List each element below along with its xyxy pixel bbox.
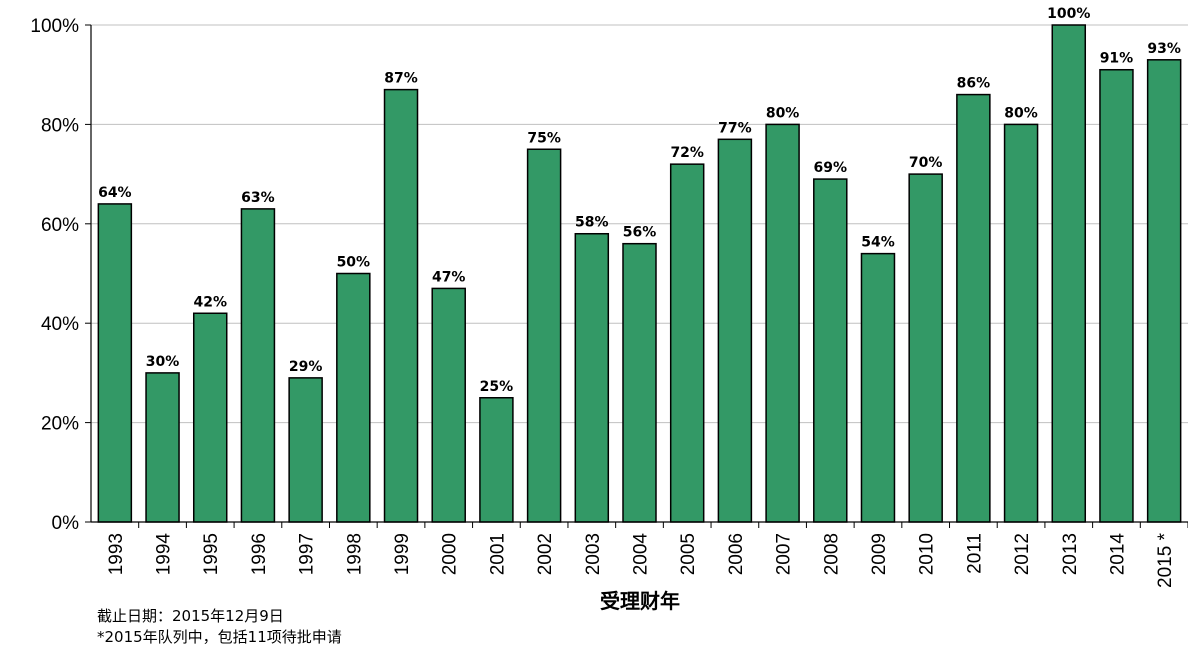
footnote-date: 截止日期：2015年12月9日 — [97, 607, 284, 625]
bar-value-label: 25% — [480, 379, 514, 395]
bar-value-label: 56% — [623, 225, 657, 241]
bar-value-label: 70% — [909, 155, 943, 171]
x-tick-label: 1995 — [201, 533, 222, 575]
bar — [1003, 123, 1039, 523]
bar — [956, 93, 991, 523]
bar — [479, 397, 514, 523]
bar — [574, 232, 610, 523]
bar-value-label: 29% — [289, 359, 323, 375]
x-tick-label: 2015 * — [1155, 532, 1176, 588]
bar-value-label: 58% — [575, 215, 609, 231]
x-tick-label: 2003 — [583, 533, 604, 575]
bar-value-labels: 64% 30% 42% 63% 29% 50% 87% 47% 25% 75% 58% 56% 72% 7… — [98, 6, 1181, 395]
x-tick-label: 1996 — [249, 533, 270, 575]
bar-value-label: 80% — [1004, 105, 1038, 121]
bar-value-label: 64% — [98, 185, 132, 201]
x-tick-label: 2008 — [821, 533, 842, 575]
bar-value-label: 87% — [384, 71, 418, 87]
bar — [431, 287, 466, 523]
bar-value-label: 86% — [957, 76, 991, 92]
bar — [908, 173, 943, 523]
bar — [1099, 68, 1134, 523]
bar — [860, 252, 896, 523]
bar — [813, 178, 848, 523]
x-tick-label: 2010 — [917, 533, 938, 575]
x-tick-label: 2001 — [487, 533, 508, 575]
bar — [1051, 24, 1087, 523]
bar — [765, 123, 800, 523]
x-tick-label: 1994 — [154, 533, 175, 576]
x-tick-label: 2002 — [535, 533, 556, 575]
bars — [97, 24, 1182, 523]
bar-value-label: 72% — [670, 145, 704, 161]
bar-value-label: 63% — [241, 190, 275, 206]
y-tick-label: 60% — [41, 215, 79, 236]
axes — [85, 24, 1188, 528]
y-tick-label: 0% — [52, 513, 80, 534]
bar-value-label: 50% — [337, 255, 371, 271]
x-tick-label: 1993 — [106, 533, 127, 575]
bar-value-label: 75% — [527, 130, 561, 146]
x-tick-label: 2009 — [869, 533, 890, 575]
bar — [240, 208, 276, 523]
x-tick-label: 2000 — [440, 533, 461, 575]
x-tick-label: 2006 — [726, 533, 747, 575]
y-tick-label: 20% — [41, 414, 79, 435]
bar — [288, 377, 323, 523]
bar-value-label: 77% — [718, 120, 752, 136]
x-tick-label: 1999 — [392, 533, 413, 575]
bar — [1146, 59, 1182, 523]
bar-value-label: 42% — [193, 294, 227, 310]
bar — [383, 88, 419, 523]
bar-value-label: 47% — [432, 269, 466, 285]
bar-value-label: 93% — [1147, 41, 1181, 57]
bar-value-label: 30% — [146, 354, 180, 370]
y-tick-label: 40% — [41, 314, 79, 335]
x-tick-label: 2013 — [1060, 533, 1081, 575]
bar — [717, 138, 753, 523]
bar — [622, 242, 657, 523]
x-tick-label: 1998 — [344, 533, 365, 575]
bar-value-label: 80% — [766, 105, 800, 121]
x-tick-label: 2012 — [1012, 533, 1033, 575]
bar — [97, 203, 133, 523]
bar-value-label: 69% — [814, 160, 848, 176]
x-tick-label: 2014 — [1107, 533, 1128, 576]
bar — [192, 312, 228, 523]
y-tick-label: 80% — [41, 115, 79, 136]
bar — [669, 163, 705, 523]
bar-value-label: 100% — [1047, 6, 1090, 22]
x-tick-label: 2011 — [964, 533, 985, 574]
footnotes: 截止日期：2015年12月9日 *2015年队列中，包括11项待批申请 — [97, 606, 342, 648]
x-tick-label: 1997 — [297, 533, 318, 575]
bar — [145, 372, 180, 523]
x-tick-label: 2004 — [631, 533, 652, 576]
y-tick-label: 100% — [30, 16, 79, 37]
x-tick-label: 2007 — [774, 533, 795, 575]
x-tick-labels: 1993 1994 1995 1996 1997 1998 1999 2000 2001 2002… — [106, 532, 1176, 588]
x-tick-label: 2005 — [678, 533, 699, 575]
y-tick-labels: 0% 20% 40% 60% 80% 100% — [30, 16, 79, 534]
bar — [526, 148, 562, 523]
footnote-asterisk: *2015年队列中，包括11项待批申请 — [97, 628, 342, 646]
bar-value-label: 54% — [861, 235, 895, 251]
bar — [336, 272, 371, 523]
bar-value-label: 91% — [1100, 51, 1134, 67]
x-axis-label: 受理财年 — [600, 589, 680, 613]
